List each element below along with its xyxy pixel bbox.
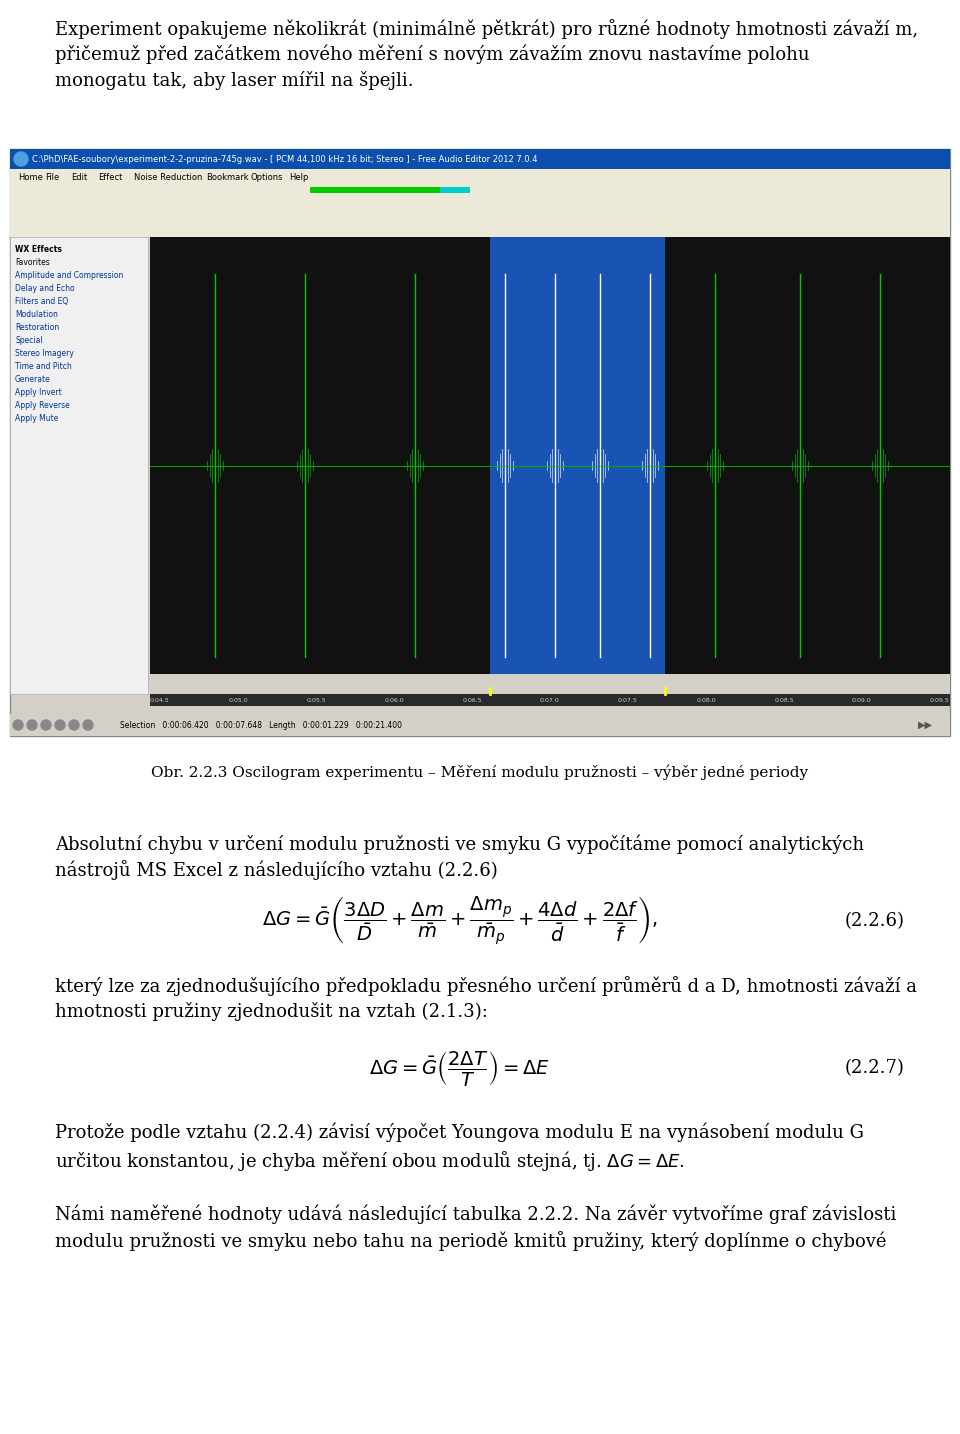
Bar	[490, 237, 665, 694]
Text: Restoration: Restoration	[15, 323, 60, 333]
Bar	[10, 149, 950, 169]
Text: Noise Reduction: Noise Reduction	[133, 172, 202, 182]
Text: 0:05.0: 0:05.0	[228, 697, 248, 703]
Text: Options: Options	[251, 172, 282, 182]
Bar	[10, 149, 950, 736]
Text: 0:04.5: 0:04.5	[150, 697, 170, 703]
Circle shape	[27, 720, 37, 730]
Circle shape	[69, 720, 79, 730]
Text: $\Delta G = \bar{G}\left(\dfrac{3\Delta D}{\bar{D}} + \dfrac{\Delta m}{\bar{m}} : $\Delta G = \bar{G}\left(\dfrac{3\Delta …	[262, 895, 658, 948]
Text: 0:06.5: 0:06.5	[462, 697, 482, 703]
Text: Obr. 2.2.3 Oscilogram experimentu – Měření modulu pružnosti – výběr jedné period: Obr. 2.2.3 Oscilogram experimentu – Měře…	[152, 764, 808, 780]
Text: 0:09.0: 0:09.0	[852, 697, 872, 703]
Text: ▶▶: ▶▶	[918, 720, 932, 730]
Bar	[10, 169, 950, 185]
Text: Protože podle vztahu (2.2.4) závisí výpočet Youngova modulu E na vynásobení modu: Protože podle vztahu (2.2.4) závisí výpo…	[55, 1123, 864, 1143]
Text: Námi naměřené hodnoty udává následující tabulka 2.2.2. Na závěr vytvoříme graf z: Námi naměřené hodnoty udává následující …	[55, 1205, 897, 1225]
Text: Experiment opakujeme několikrát (minimálně pětkrát) pro různé hodnoty hmotnosti : Experiment opakujeme několikrát (minimál…	[55, 19, 918, 39]
Text: Bookmark: Bookmark	[206, 172, 250, 182]
Circle shape	[13, 720, 23, 730]
Text: Selection   0:00:06.420   0:00:07.648   Length   0:00:01.229   0:00:21.400: Selection 0:00:06.420 0:00:07.648 Length…	[120, 720, 402, 730]
Text: nástrojů MS Excel z následujícího vztahu (2.2.6): nástrojů MS Excel z následujícího vztahu…	[55, 860, 497, 880]
Text: (2.2.6): (2.2.6)	[845, 912, 905, 931]
Circle shape	[14, 152, 28, 166]
Bar	[150, 694, 950, 706]
Bar	[10, 714, 950, 736]
Text: Generate: Generate	[15, 376, 51, 384]
Bar	[150, 237, 950, 694]
Bar	[440, 186, 470, 194]
Text: C:\PhD\FAE-soubory\experiment-2-2-pruzina-745g.wav - [ PCM 44,100 kHz 16 bit; St: C:\PhD\FAE-soubory\experiment-2-2-pruzin…	[32, 155, 538, 163]
Text: přičemuž před začátkem nového měření s novým závažím znovu nastavíme polohu: přičemuž před začátkem nového měření s n…	[55, 44, 809, 65]
Text: Apply Reverse: Apply Reverse	[15, 402, 70, 410]
Text: 0:08.0: 0:08.0	[696, 697, 716, 703]
Text: Modulation: Modulation	[15, 310, 58, 318]
Text: Time and Pitch: Time and Pitch	[15, 361, 72, 371]
Text: 0:08.5: 0:08.5	[774, 697, 794, 703]
Text: modulu pružnosti ve smyku nebo tahu na periodě kmitů pružiny, který doplínme o c: modulu pružnosti ve smyku nebo tahu na p…	[55, 1230, 886, 1250]
Text: (2.2.7): (2.2.7)	[845, 1058, 905, 1077]
Text: File: File	[45, 172, 60, 182]
Text: $\Delta G = \bar{G}\left(\dfrac{2\Delta T}{T}\right) = \Delta E$: $\Delta G = \bar{G}\left(\dfrac{2\Delta …	[370, 1048, 551, 1087]
Text: hmotnosti pružiny zjednodušit na vztah (2.1.3):: hmotnosti pružiny zjednodušit na vztah (…	[55, 1002, 488, 1021]
Text: Special: Special	[15, 336, 42, 346]
Text: Stereo Imagery: Stereo Imagery	[15, 348, 74, 358]
Text: Filters and EQ: Filters and EQ	[15, 297, 68, 305]
Text: 0:07.0: 0:07.0	[540, 697, 560, 703]
Circle shape	[41, 720, 51, 730]
Text: Delay and Echo: Delay and Echo	[15, 284, 75, 293]
Circle shape	[83, 720, 93, 730]
Bar	[150, 684, 950, 694]
Bar	[10, 185, 950, 237]
Text: monogatu tak, aby laser mířil na špejli.: monogatu tak, aby laser mířil na špejli.	[55, 72, 414, 90]
Text: který lze za zjednodušujícího předpokladu přesného určení průměrů d a D, hmotnos: který lze za zjednodušujícího předpoklad…	[55, 977, 917, 997]
Bar	[310, 186, 440, 194]
Text: Home: Home	[18, 172, 43, 182]
Circle shape	[55, 720, 65, 730]
Text: Edit: Edit	[72, 172, 88, 182]
Text: Help: Help	[290, 172, 309, 182]
Text: Effect: Effect	[98, 172, 123, 182]
Bar	[150, 674, 950, 684]
Text: určitou konstantou, je chyba měření obou modulů stejná, tj. $\Delta G = \Delta E: určitou konstantou, je chyba měření obou…	[55, 1149, 685, 1173]
Text: Absolutní chybu v určení modulu pružnosti ve smyku G vypočítáme pomocí analytick: Absolutní chybu v určení modulu pružnost…	[55, 835, 864, 853]
Text: 0:05.5: 0:05.5	[306, 697, 325, 703]
Text: Apply Mute: Apply Mute	[15, 414, 59, 423]
Text: Amplitude and Compression: Amplitude and Compression	[15, 271, 124, 280]
Text: WX Effects: WX Effects	[15, 245, 61, 254]
Text: 0:06.0: 0:06.0	[384, 697, 404, 703]
Text: Apply Invert: Apply Invert	[15, 389, 61, 397]
Text: Favorites: Favorites	[15, 258, 50, 267]
Text: 0:07.5: 0:07.5	[618, 697, 637, 703]
Bar	[10, 237, 148, 694]
Text: 0:09.5: 0:09.5	[930, 697, 949, 703]
